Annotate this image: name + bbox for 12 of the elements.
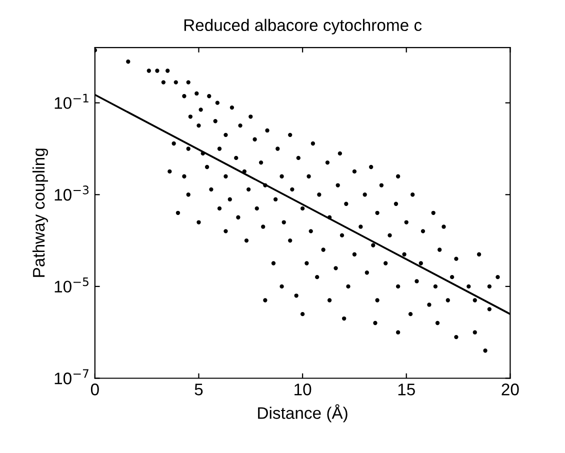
- y-tick-label: 10$^{−7}$: [54, 369, 88, 384]
- x-tick-label: 20: [502, 384, 519, 396]
- y-axis-title: Pathway coupling: [32, 148, 48, 277]
- y-tick-label: 10$^{−5}$: [54, 277, 88, 293]
- x-tick-label: 15: [398, 384, 415, 396]
- y-tick-label: 10$^{−3}$: [54, 186, 89, 201]
- chart-title: Reduced albacore cytochrome c: [184, 18, 422, 34]
- x-axis-title: Distance (Å): [258, 404, 348, 422]
- x-tick-label: 0: [90, 384, 99, 396]
- x-tick-label: 5: [194, 384, 203, 396]
- x-tick-label: 10: [294, 384, 312, 396]
- y-tick-label: 10$^{−1}$: [54, 94, 88, 109]
